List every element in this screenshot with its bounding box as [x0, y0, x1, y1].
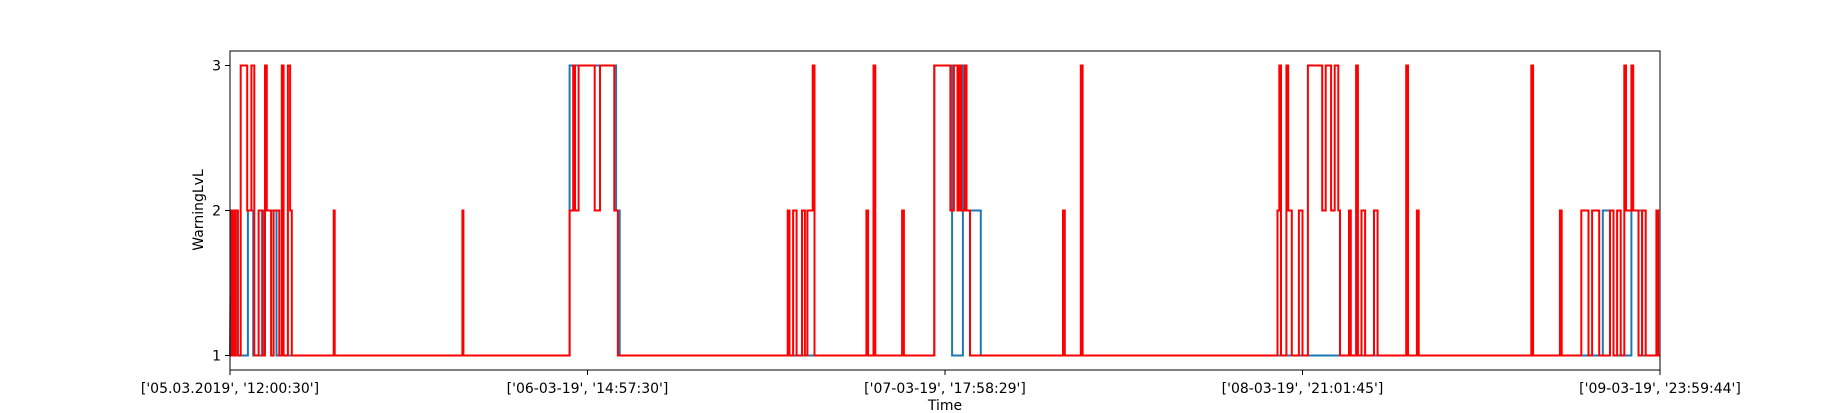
- y-axis: 1 2 3: [212, 59, 230, 365]
- y-tick-label: 2: [212, 204, 221, 220]
- y-tick-label: 3: [212, 59, 221, 75]
- plot-area: [229, 64, 1660, 357]
- plot-frame: [229, 50, 1661, 371]
- x-tick-label: ['08-03-19', '21:01:45']: [1222, 381, 1384, 397]
- x-tick-label: ['09-03-19', '23:59:44']: [1579, 381, 1741, 397]
- y-axis-label: WarningLvL: [191, 169, 207, 251]
- series-line-2: [230, 64, 1660, 357]
- x-axis: ['05.03.2019', '12:00:30'] ['06-03-19', '…: [141, 370, 1741, 397]
- y-tick-label: 1: [212, 349, 221, 365]
- x-axis-label: Time: [927, 398, 962, 413]
- series-line-1: [229, 64, 1660, 357]
- x-tick-label: ['05.03.2019', '12:00:30']: [141, 381, 319, 397]
- x-tick-label: ['07-03-19', '17:58:29']: [864, 381, 1026, 397]
- x-tick-label: ['06-03-19', '14:57:30']: [507, 381, 669, 397]
